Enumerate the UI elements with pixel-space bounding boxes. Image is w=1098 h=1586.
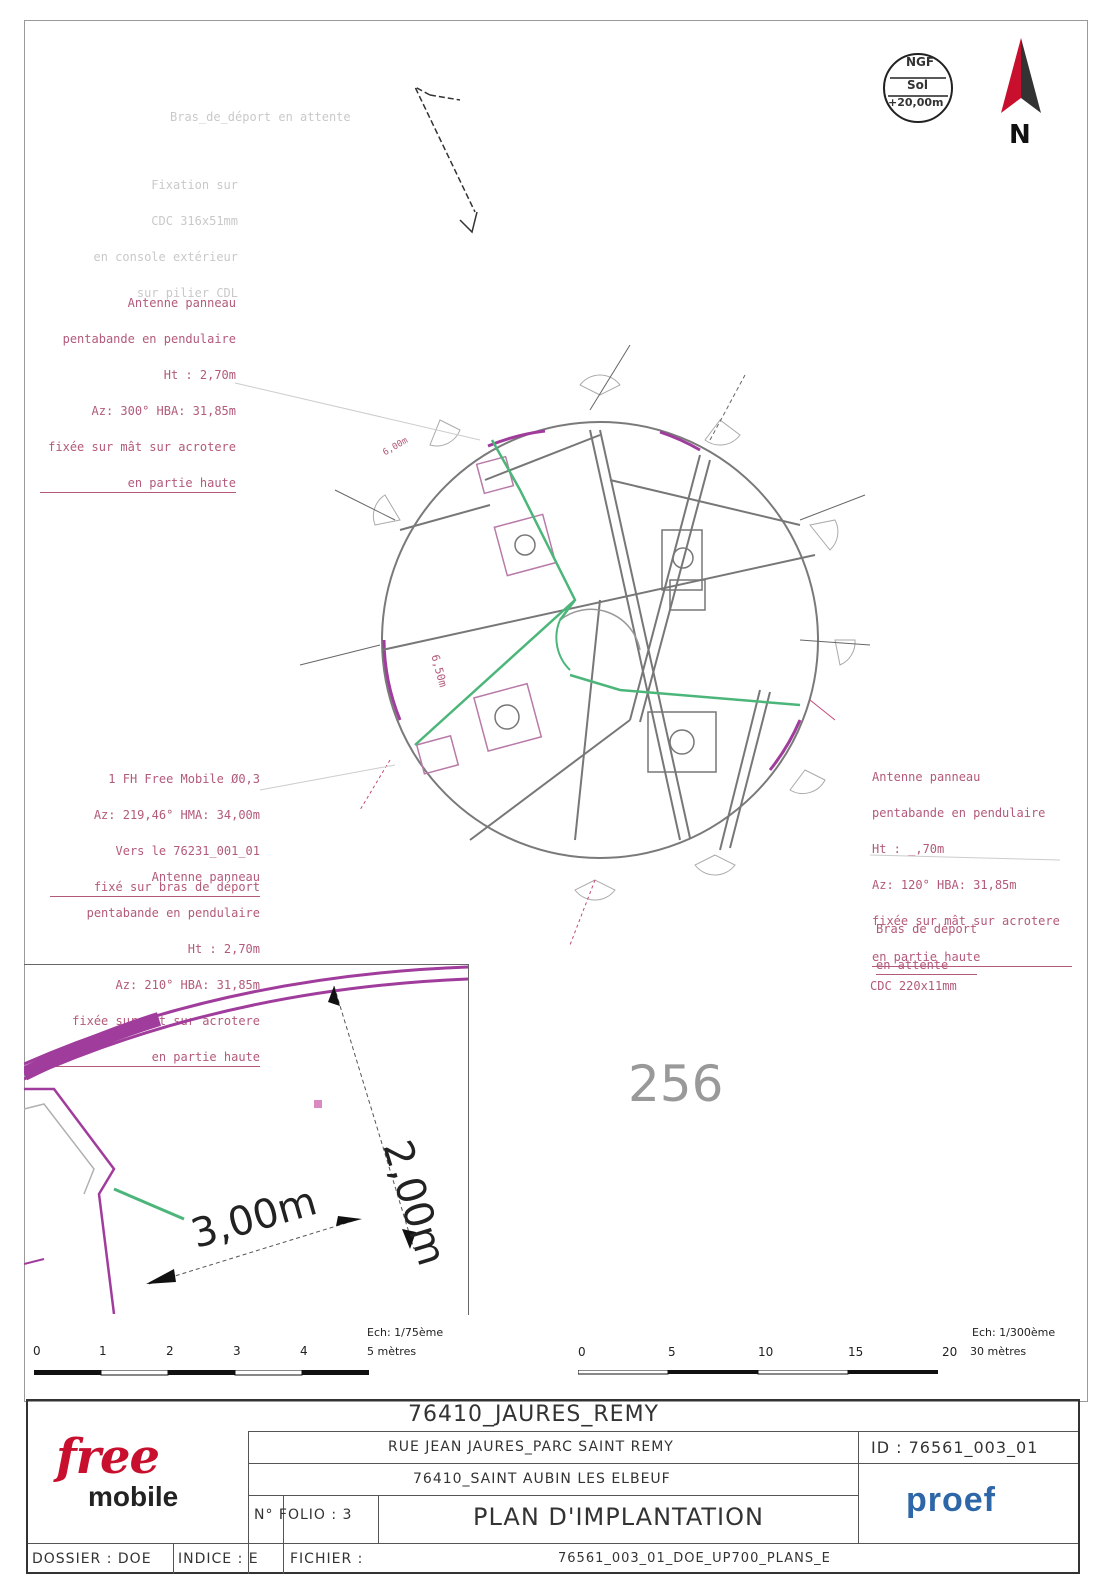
right-scale-bar [578, 1370, 938, 1375]
north-arrow-icon [1001, 38, 1041, 113]
right-scale-tick-5: 5 [668, 1345, 676, 1359]
left-scale-bar [34, 1370, 369, 1376]
site-name: 76410_JAURES_REMY [408, 1402, 659, 1427]
free-logo-text: free [56, 1429, 160, 1485]
left-scale-tick-4: 4 [300, 1344, 308, 1358]
site-id: ID : 76561_003_01 [871, 1438, 1039, 1457]
ngf-badge [883, 53, 953, 123]
indice: INDICE : E [178, 1551, 259, 1567]
drawing-frame [24, 20, 1088, 1402]
detail-drawing [24, 965, 468, 1314]
title-block: 76410_JAURES_REMY RUE JEAN JAURES_PARC S… [26, 1399, 1080, 1574]
ngf-label: NGF [906, 55, 935, 69]
fichier-name: 76561_003_01_DOE_UP700_PLANS_E [558, 1551, 831, 1566]
left-scale-ech: Ech: 1/75ème [367, 1326, 444, 1339]
right-scale-tick-10: 10 [758, 1345, 774, 1359]
fixing-note: Fixation sur CDC 316x51mm en console ext… [93, 178, 239, 300]
left-scale-tick-2: 2 [166, 1344, 174, 1358]
bras-right-note: Bras de déport en attente [876, 902, 978, 993]
roof-outline [381, 421, 819, 859]
detail-inset [24, 964, 469, 1315]
plan-title: PLAN D'IMPLANTATION [473, 1503, 764, 1531]
fh-left-note: 1 FH Free Mobile Ø0,3 Az: 219,46° HMA: 3… [50, 752, 260, 915]
dossier: DOSSIER : DOE [32, 1551, 152, 1567]
left-scale-tick-0: 0 [33, 1344, 41, 1358]
right-scale-tick-20: 20 [942, 1345, 958, 1359]
address: RUE JEAN JAURES_PARC SAINT REMY [388, 1439, 674, 1455]
antenna-bottom-left-note: Antenne panneau pentabande en pendulaire… [50, 850, 260, 1085]
fichier-label: FICHIER : [290, 1551, 364, 1567]
number-256: 256 [628, 1055, 724, 1113]
sol-label: Sol [907, 78, 928, 92]
proef-logo-text: proef [906, 1481, 996, 1519]
antenna-top-left-note: Antenne panneau pentabande en pendulaire… [40, 276, 236, 511]
bras-top-label: Bras_de_déport en attente [170, 110, 351, 124]
right-scale-unit: 30 mètres [970, 1345, 1027, 1358]
cdc-right-note: CDC 220x11mm [870, 979, 957, 993]
height-label: +20,00m [888, 96, 944, 109]
left-scale-tick-1: 1 [99, 1344, 107, 1358]
folio: N° FOLIO : 3 [254, 1507, 353, 1523]
right-scale-tick-15: 15 [848, 1345, 864, 1359]
right-scale-ech: Ech: 1/300ème [972, 1326, 1056, 1339]
antenna-right-note: Antenne panneau pentabande en pendulaire… [872, 750, 1072, 985]
north-label: N [1009, 120, 1031, 150]
left-scale-tick-3: 3 [233, 1344, 241, 1358]
mobile-logo-text: mobile [88, 1481, 179, 1512]
right-scale-tick-0: 0 [578, 1345, 586, 1359]
left-scale-unit: 5 mètres [367, 1345, 417, 1358]
city: 76410_SAINT AUBIN LES ELBEUF [413, 1471, 671, 1487]
